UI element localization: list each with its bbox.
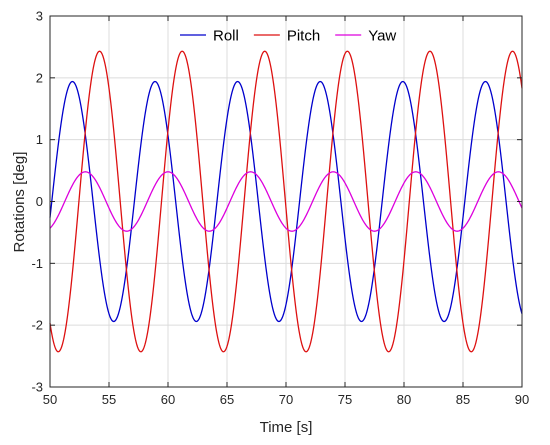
series-line-roll (49, 80, 523, 323)
legend-label-yaw: Yaw (368, 28, 396, 45)
series-line-yaw (49, 171, 523, 232)
x-tick-label: 90 (515, 392, 529, 407)
y-tick-label: 3 (36, 9, 43, 24)
x-tick-label: 65 (220, 392, 234, 407)
y-axis-ticks: -3 -2 -1 0 1 2 3 (31, 9, 522, 395)
x-tick-label: 80 (397, 392, 411, 407)
y-tick-label: 2 (36, 70, 43, 85)
legend-label-pitch: Pitch (287, 28, 320, 45)
series-lines (49, 50, 523, 353)
legend: Roll Pitch Yaw (180, 28, 396, 45)
x-axis-label: Time [s] (260, 419, 313, 436)
y-tick-label: 1 (36, 132, 43, 147)
y-tick-label: -3 (31, 380, 43, 395)
x-tick-label: 50 (43, 392, 57, 407)
y-axis-label: Rotations [deg] (11, 152, 28, 253)
series-line-pitch (49, 50, 523, 353)
x-tick-label: 60 (161, 392, 175, 407)
y-tick-label: -2 (31, 318, 43, 333)
x-tick-label: 75 (338, 392, 352, 407)
x-tick-label: 70 (279, 392, 293, 407)
grid (50, 16, 522, 387)
x-axis-ticks: 50 55 60 65 70 75 80 85 90 (43, 16, 529, 407)
y-tick-label: -1 (31, 256, 43, 271)
legend-label-roll: Roll (213, 28, 239, 45)
x-tick-label: 55 (102, 392, 116, 407)
y-tick-label: 0 (36, 194, 43, 209)
x-tick-label: 85 (456, 392, 470, 407)
